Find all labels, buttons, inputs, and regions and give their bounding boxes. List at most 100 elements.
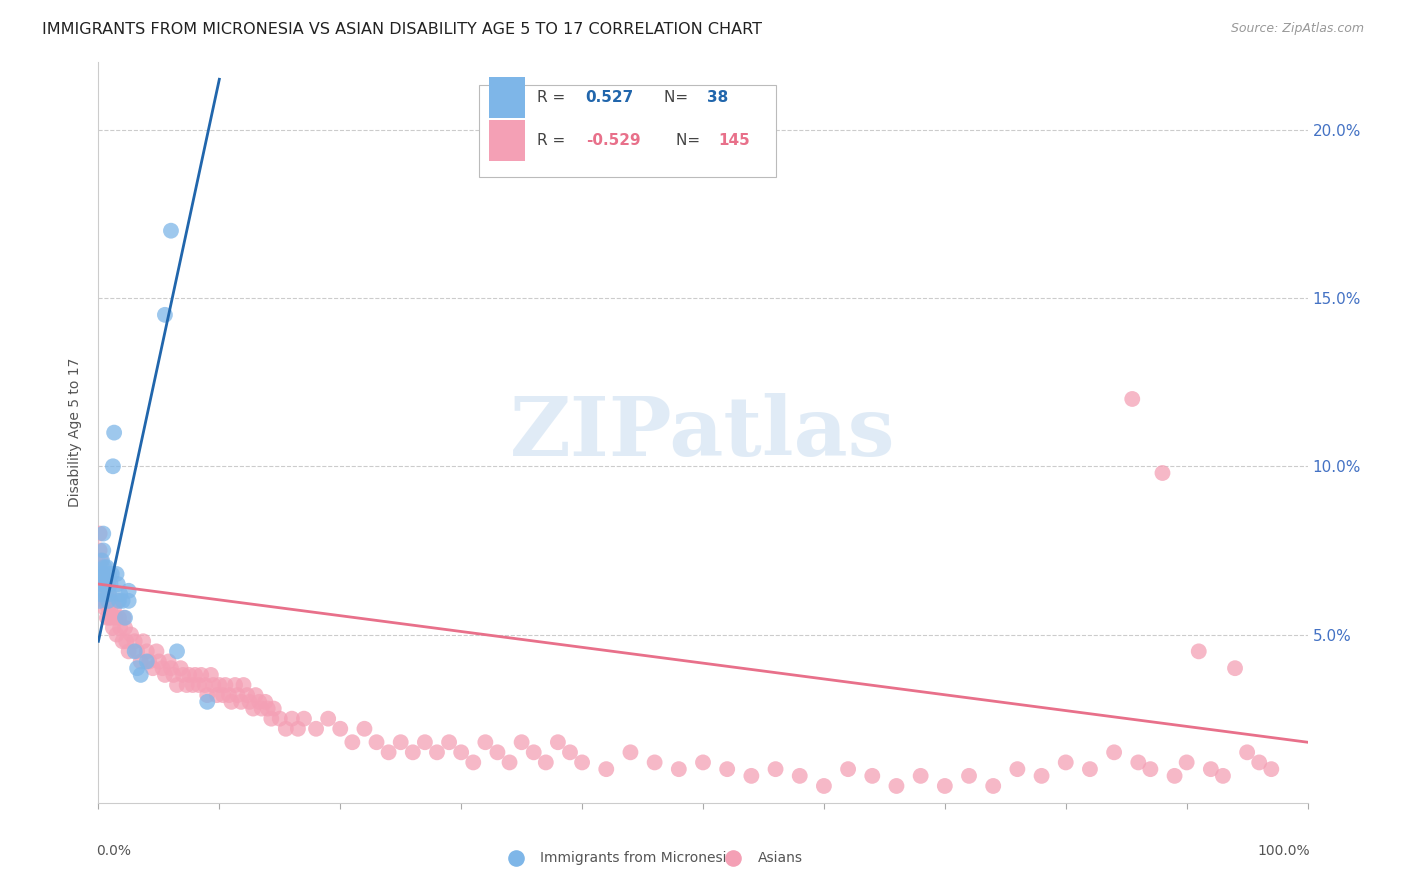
Point bbox=[510, 735, 533, 749]
Point bbox=[292, 712, 315, 726]
Point bbox=[129, 668, 152, 682]
Point bbox=[98, 610, 121, 624]
Point bbox=[135, 644, 157, 658]
Point bbox=[263, 701, 285, 715]
Point bbox=[124, 644, 146, 658]
Point bbox=[153, 668, 176, 682]
Point bbox=[135, 655, 157, 669]
Point bbox=[153, 308, 176, 322]
Point bbox=[100, 577, 122, 591]
Point bbox=[200, 668, 222, 682]
Point bbox=[208, 678, 231, 692]
Point bbox=[1031, 769, 1053, 783]
Point bbox=[202, 678, 225, 692]
Point bbox=[89, 594, 111, 608]
Point bbox=[498, 756, 520, 770]
Point bbox=[138, 655, 160, 669]
Point bbox=[212, 688, 235, 702]
Text: R =: R = bbox=[537, 90, 571, 105]
Text: ZIPatlas: ZIPatlas bbox=[510, 392, 896, 473]
Point bbox=[1102, 745, 1125, 759]
Point bbox=[91, 560, 114, 574]
Point bbox=[142, 661, 165, 675]
Point bbox=[91, 566, 114, 581]
Point bbox=[957, 769, 980, 783]
Point bbox=[789, 769, 811, 783]
Point bbox=[108, 621, 131, 635]
Point bbox=[98, 587, 121, 601]
Point bbox=[94, 566, 117, 581]
Point bbox=[132, 634, 155, 648]
Point bbox=[107, 577, 129, 591]
Point bbox=[981, 779, 1004, 793]
Point bbox=[1188, 644, 1211, 658]
Text: 38: 38 bbox=[707, 90, 728, 105]
Point bbox=[179, 668, 201, 682]
Text: 0.527: 0.527 bbox=[586, 90, 634, 105]
Text: -0.529: -0.529 bbox=[586, 133, 640, 148]
Point bbox=[353, 722, 375, 736]
Point bbox=[426, 745, 449, 759]
Point bbox=[1175, 756, 1198, 770]
Point bbox=[100, 600, 122, 615]
Point bbox=[250, 701, 273, 715]
Point bbox=[413, 735, 436, 749]
Point bbox=[287, 722, 309, 736]
Point bbox=[214, 678, 236, 692]
Point bbox=[90, 553, 112, 567]
Point bbox=[124, 634, 146, 648]
Point bbox=[256, 701, 278, 715]
Point bbox=[316, 712, 339, 726]
Y-axis label: Disability Age 5 to 17: Disability Age 5 to 17 bbox=[69, 358, 83, 508]
Point bbox=[96, 577, 118, 591]
Point bbox=[740, 769, 762, 783]
Point bbox=[218, 688, 240, 702]
Point bbox=[112, 610, 135, 624]
Point bbox=[157, 655, 180, 669]
Point bbox=[1199, 762, 1222, 776]
Point bbox=[91, 553, 114, 567]
Point bbox=[1212, 769, 1234, 783]
Point bbox=[115, 634, 138, 648]
Point bbox=[194, 678, 217, 692]
Point bbox=[619, 745, 641, 759]
Point bbox=[1223, 661, 1246, 675]
Point bbox=[97, 594, 120, 608]
Point bbox=[94, 587, 117, 601]
Point bbox=[366, 735, 388, 749]
Point bbox=[181, 678, 204, 692]
Point bbox=[91, 526, 114, 541]
Point bbox=[152, 661, 174, 675]
Text: 145: 145 bbox=[718, 133, 751, 148]
Point bbox=[463, 756, 485, 770]
Point bbox=[107, 594, 129, 608]
Point bbox=[242, 701, 264, 715]
Point bbox=[100, 594, 122, 608]
Point bbox=[91, 566, 114, 581]
Text: Source: ZipAtlas.com: Source: ZipAtlas.com bbox=[1230, 22, 1364, 36]
Text: 0.0%: 0.0% bbox=[96, 844, 131, 857]
Point bbox=[226, 688, 249, 702]
Point bbox=[103, 600, 125, 615]
Point bbox=[205, 688, 228, 702]
Point bbox=[1260, 762, 1282, 776]
Point bbox=[221, 695, 243, 709]
Point bbox=[229, 695, 252, 709]
Point bbox=[305, 722, 328, 736]
Point bbox=[160, 224, 183, 238]
Point bbox=[860, 769, 883, 783]
Point bbox=[195, 688, 218, 702]
Point bbox=[120, 627, 142, 641]
FancyBboxPatch shape bbox=[479, 85, 776, 178]
Point bbox=[342, 735, 364, 749]
Point bbox=[104, 610, 127, 624]
FancyBboxPatch shape bbox=[489, 120, 526, 161]
Point bbox=[91, 543, 114, 558]
Point bbox=[127, 644, 149, 658]
Point bbox=[523, 745, 546, 759]
Point bbox=[247, 695, 270, 709]
Point bbox=[558, 745, 581, 759]
Point bbox=[1152, 466, 1174, 480]
Point bbox=[111, 594, 134, 608]
Point bbox=[716, 762, 738, 776]
